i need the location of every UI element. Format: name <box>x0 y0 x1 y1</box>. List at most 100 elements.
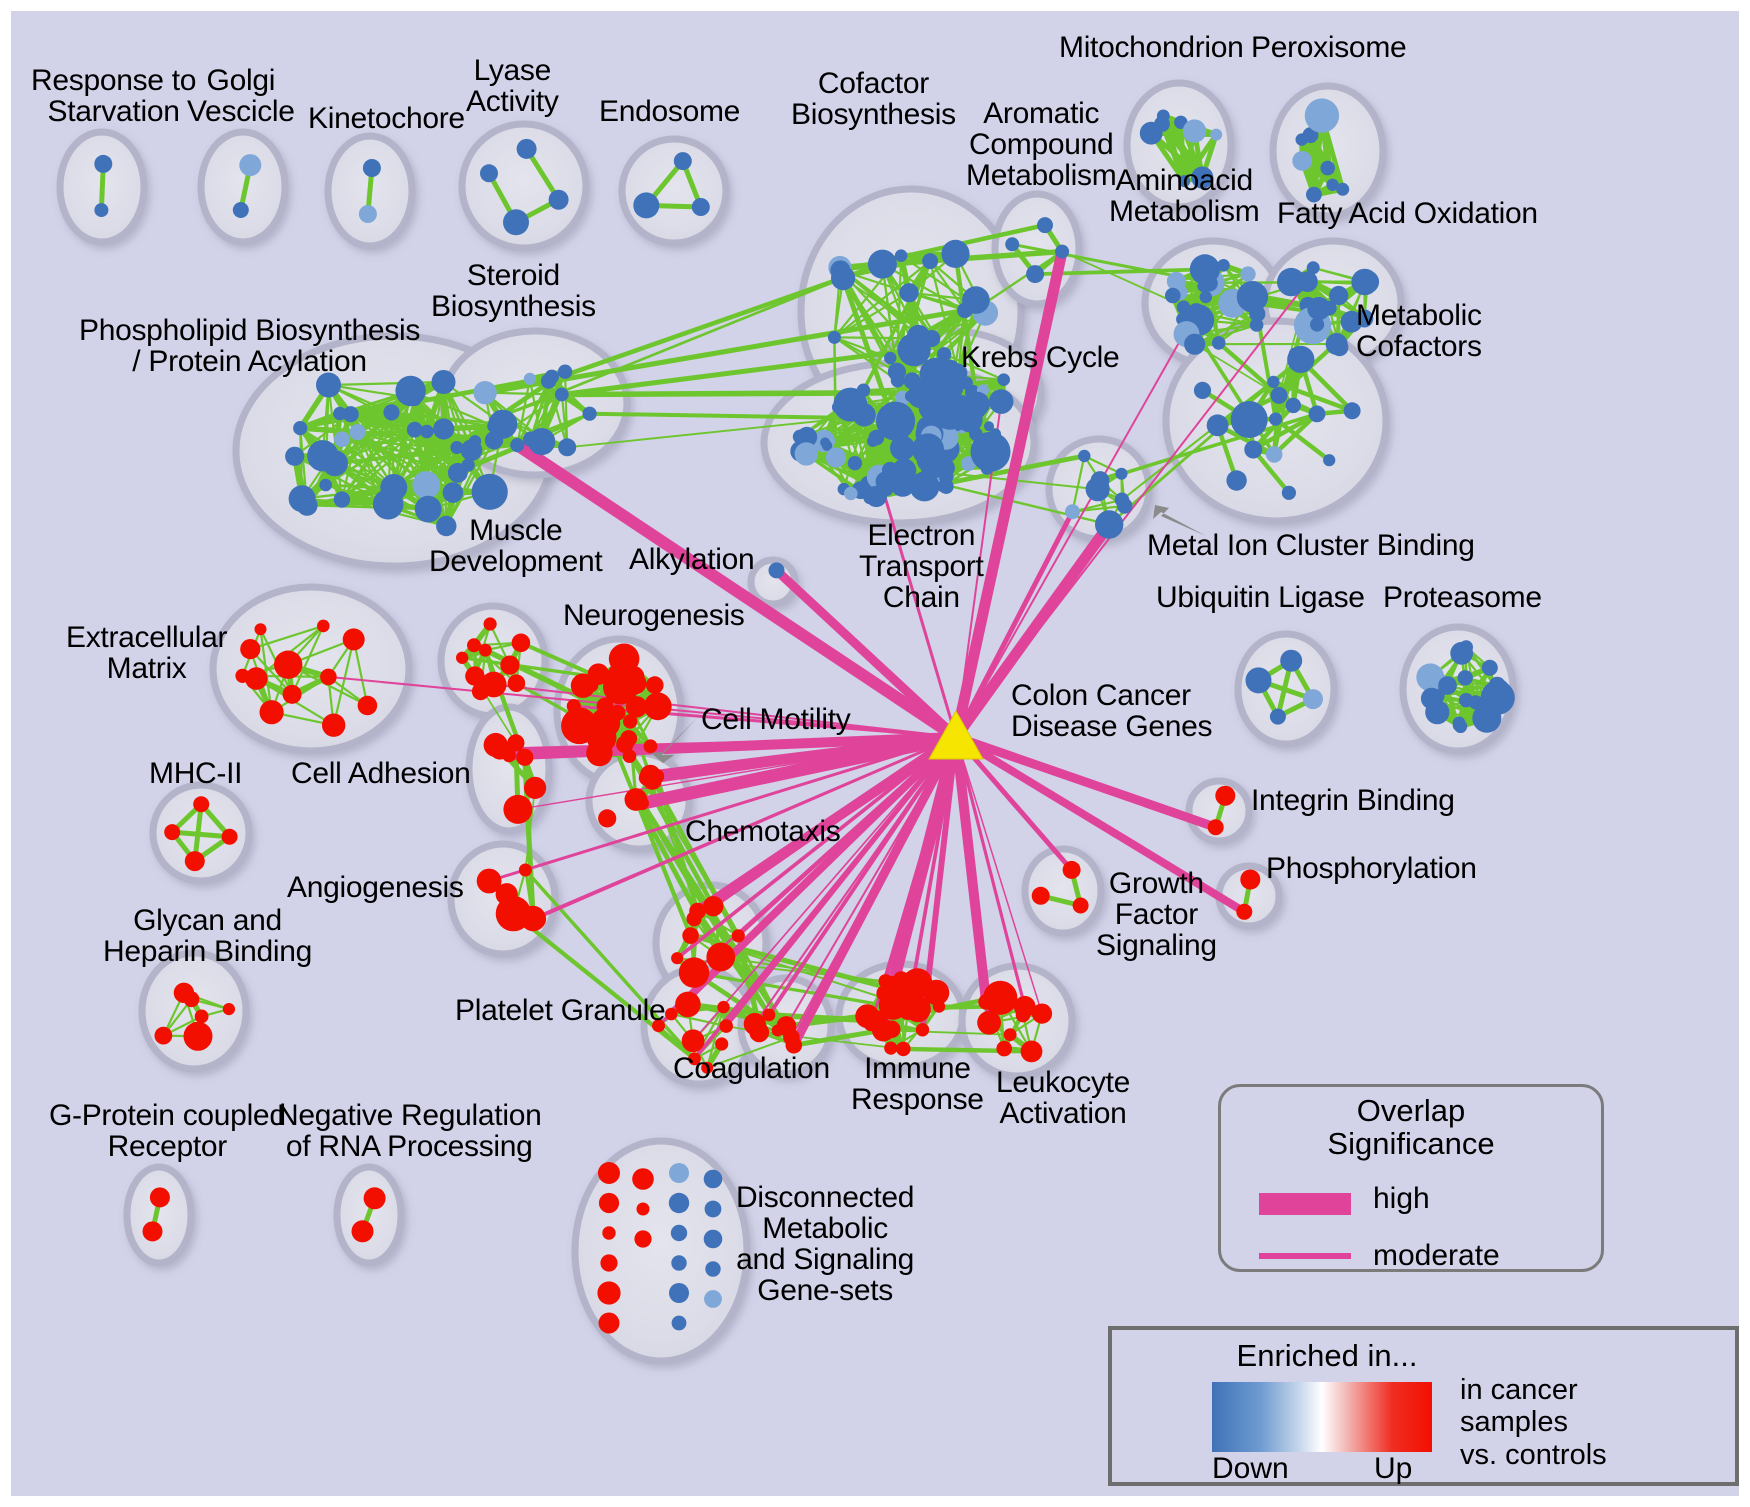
gene-set-node <box>988 389 1014 414</box>
overlap-edge <box>1159 121 1205 181</box>
cluster-label-cell-adhesion: Cell Adhesion <box>291 757 471 790</box>
gene-set-node <box>912 433 944 466</box>
cluster-label-krebs-cycle: Krebs Cycle <box>961 341 1120 374</box>
hub-edge-moderate <box>792 736 957 1046</box>
gene-set-node <box>1217 259 1230 272</box>
gene-set-node <box>1236 903 1253 920</box>
gene-set-node <box>847 456 863 471</box>
gene-set-node <box>682 927 699 944</box>
cluster-label-fatty-acid-oxidation: Fatty Acid Oxidation <box>1277 197 1538 230</box>
gene-set-node <box>471 473 508 510</box>
hub-triangle-icon <box>928 709 984 760</box>
gene-set-node <box>961 456 976 471</box>
gene-set-node <box>1245 667 1272 694</box>
inter-cluster-overlap-edge <box>953 251 980 407</box>
gene-set-node <box>1438 676 1457 695</box>
gene-set-node <box>1326 178 1339 191</box>
overlap-edge <box>291 624 325 696</box>
cluster-label-cell-motility: Cell Motility <box>701 703 851 736</box>
gene-set-node <box>492 410 507 424</box>
gene-set-node <box>938 479 954 494</box>
gene-set-node <box>831 401 845 414</box>
gene-set-node <box>524 776 547 800</box>
legend-moderate-label: moderate <box>1373 1239 1500 1272</box>
gene-set-node <box>689 902 706 920</box>
gene-set-node <box>675 991 701 1018</box>
inter-cluster-overlap-edge <box>706 1036 793 1069</box>
cluster-label-metabolic-cofactors: Metabolic Cofactors <box>1356 299 1482 363</box>
gene-set-node <box>154 1026 173 1045</box>
inter-cluster-overlap-edge <box>1255 311 1278 422</box>
gene-set-node <box>989 428 1002 440</box>
gene-set-node <box>598 1162 620 1184</box>
gene-set-node <box>1031 886 1050 905</box>
legend-overlap-significance: Overlap Significance high moderate <box>1218 1084 1604 1272</box>
cluster-label-negative-regulation-of-rna-processing: Negative Regulation of RNA Processing <box>277 1099 542 1163</box>
cluster-halo <box>458 120 590 252</box>
gene-set-node <box>520 905 546 932</box>
hub-edge-moderate <box>517 736 957 811</box>
gene-set-node <box>878 974 893 989</box>
legend-comparison-text: in cancer samples vs. controls <box>1460 1374 1607 1471</box>
gene-set-node <box>516 748 534 766</box>
gene-set-node <box>922 253 939 270</box>
legend-moderate-swatch <box>1259 1253 1351 1259</box>
gene-set-node <box>383 404 400 421</box>
hub-edge-moderate <box>753 736 957 1025</box>
gene-set-node <box>1265 446 1283 463</box>
gene-set-node <box>1211 336 1226 350</box>
overlap-edge <box>529 370 567 441</box>
network-graph <box>56 79 1517 1365</box>
gene-set-node <box>1323 454 1336 467</box>
gene-set-node <box>598 1312 620 1334</box>
cluster-label-growth-factor-signaling: Growth Factor Signaling <box>1096 867 1217 962</box>
gene-set-node <box>634 1230 652 1248</box>
gene-set-node <box>558 438 577 457</box>
gene-set-node <box>1201 275 1218 292</box>
overlap-edge <box>332 638 355 727</box>
inter-cluster-overlap-edge <box>1098 412 1319 483</box>
gene-set-node <box>1037 217 1053 234</box>
gene-set-node <box>1215 785 1236 806</box>
overlap-edge <box>340 438 470 467</box>
gene-set-node <box>639 764 661 786</box>
cluster-label-response-to-starvation: Response to Starvation <box>31 64 197 128</box>
gene-set-node <box>1055 244 1070 259</box>
gene-set-node <box>1325 333 1348 355</box>
gene-set-node <box>890 435 916 461</box>
gene-set-node <box>731 929 745 943</box>
gene-set-node <box>671 1255 687 1271</box>
hub-edge-high <box>513 440 960 742</box>
hub-edge-moderate <box>954 736 1027 1008</box>
gene-set-node <box>320 668 337 686</box>
gene-set-node <box>960 393 988 420</box>
gene-set-node <box>469 435 482 448</box>
gene-set-node <box>433 418 455 440</box>
gene-set-node <box>317 619 330 633</box>
hub-edge-moderate <box>650 735 957 777</box>
hub-edge-high <box>773 567 960 741</box>
hub-edge-moderate <box>493 683 957 738</box>
gene-set-node <box>1199 290 1213 304</box>
gene-set-node <box>351 1220 374 1243</box>
cluster-label-metal-ion-cluster-binding: Metal Ion Cluster Binding <box>1147 529 1475 562</box>
gene-set-node <box>461 458 475 472</box>
gene-set-node <box>149 1187 170 1208</box>
gene-set-node <box>1090 471 1110 490</box>
gene-set-node <box>622 749 637 763</box>
hub-edge-moderate <box>887 736 958 995</box>
gene-set-node <box>691 198 710 216</box>
cluster-label-neurogenesis: Neurogenesis <box>563 599 745 632</box>
cluster-label-extracellular-matrix: Extracellular Matrix <box>66 621 228 685</box>
gene-set-node <box>997 373 1010 387</box>
cluster-label-g-protein-coupled-receptor: G-Protein coupled Receptor <box>49 1099 286 1163</box>
gene-set-node <box>239 154 262 177</box>
gene-set-node <box>673 152 692 171</box>
gene-set-node <box>1269 708 1286 725</box>
gene-set-node <box>1206 414 1229 437</box>
gene-set-node <box>623 714 638 729</box>
gene-set-node <box>717 1000 730 1014</box>
hub-node[interactable] <box>928 709 984 760</box>
legend-enriched-title: Enriched in... <box>1236 1338 1418 1373</box>
inter-cluster-overlap-edge <box>348 374 555 417</box>
